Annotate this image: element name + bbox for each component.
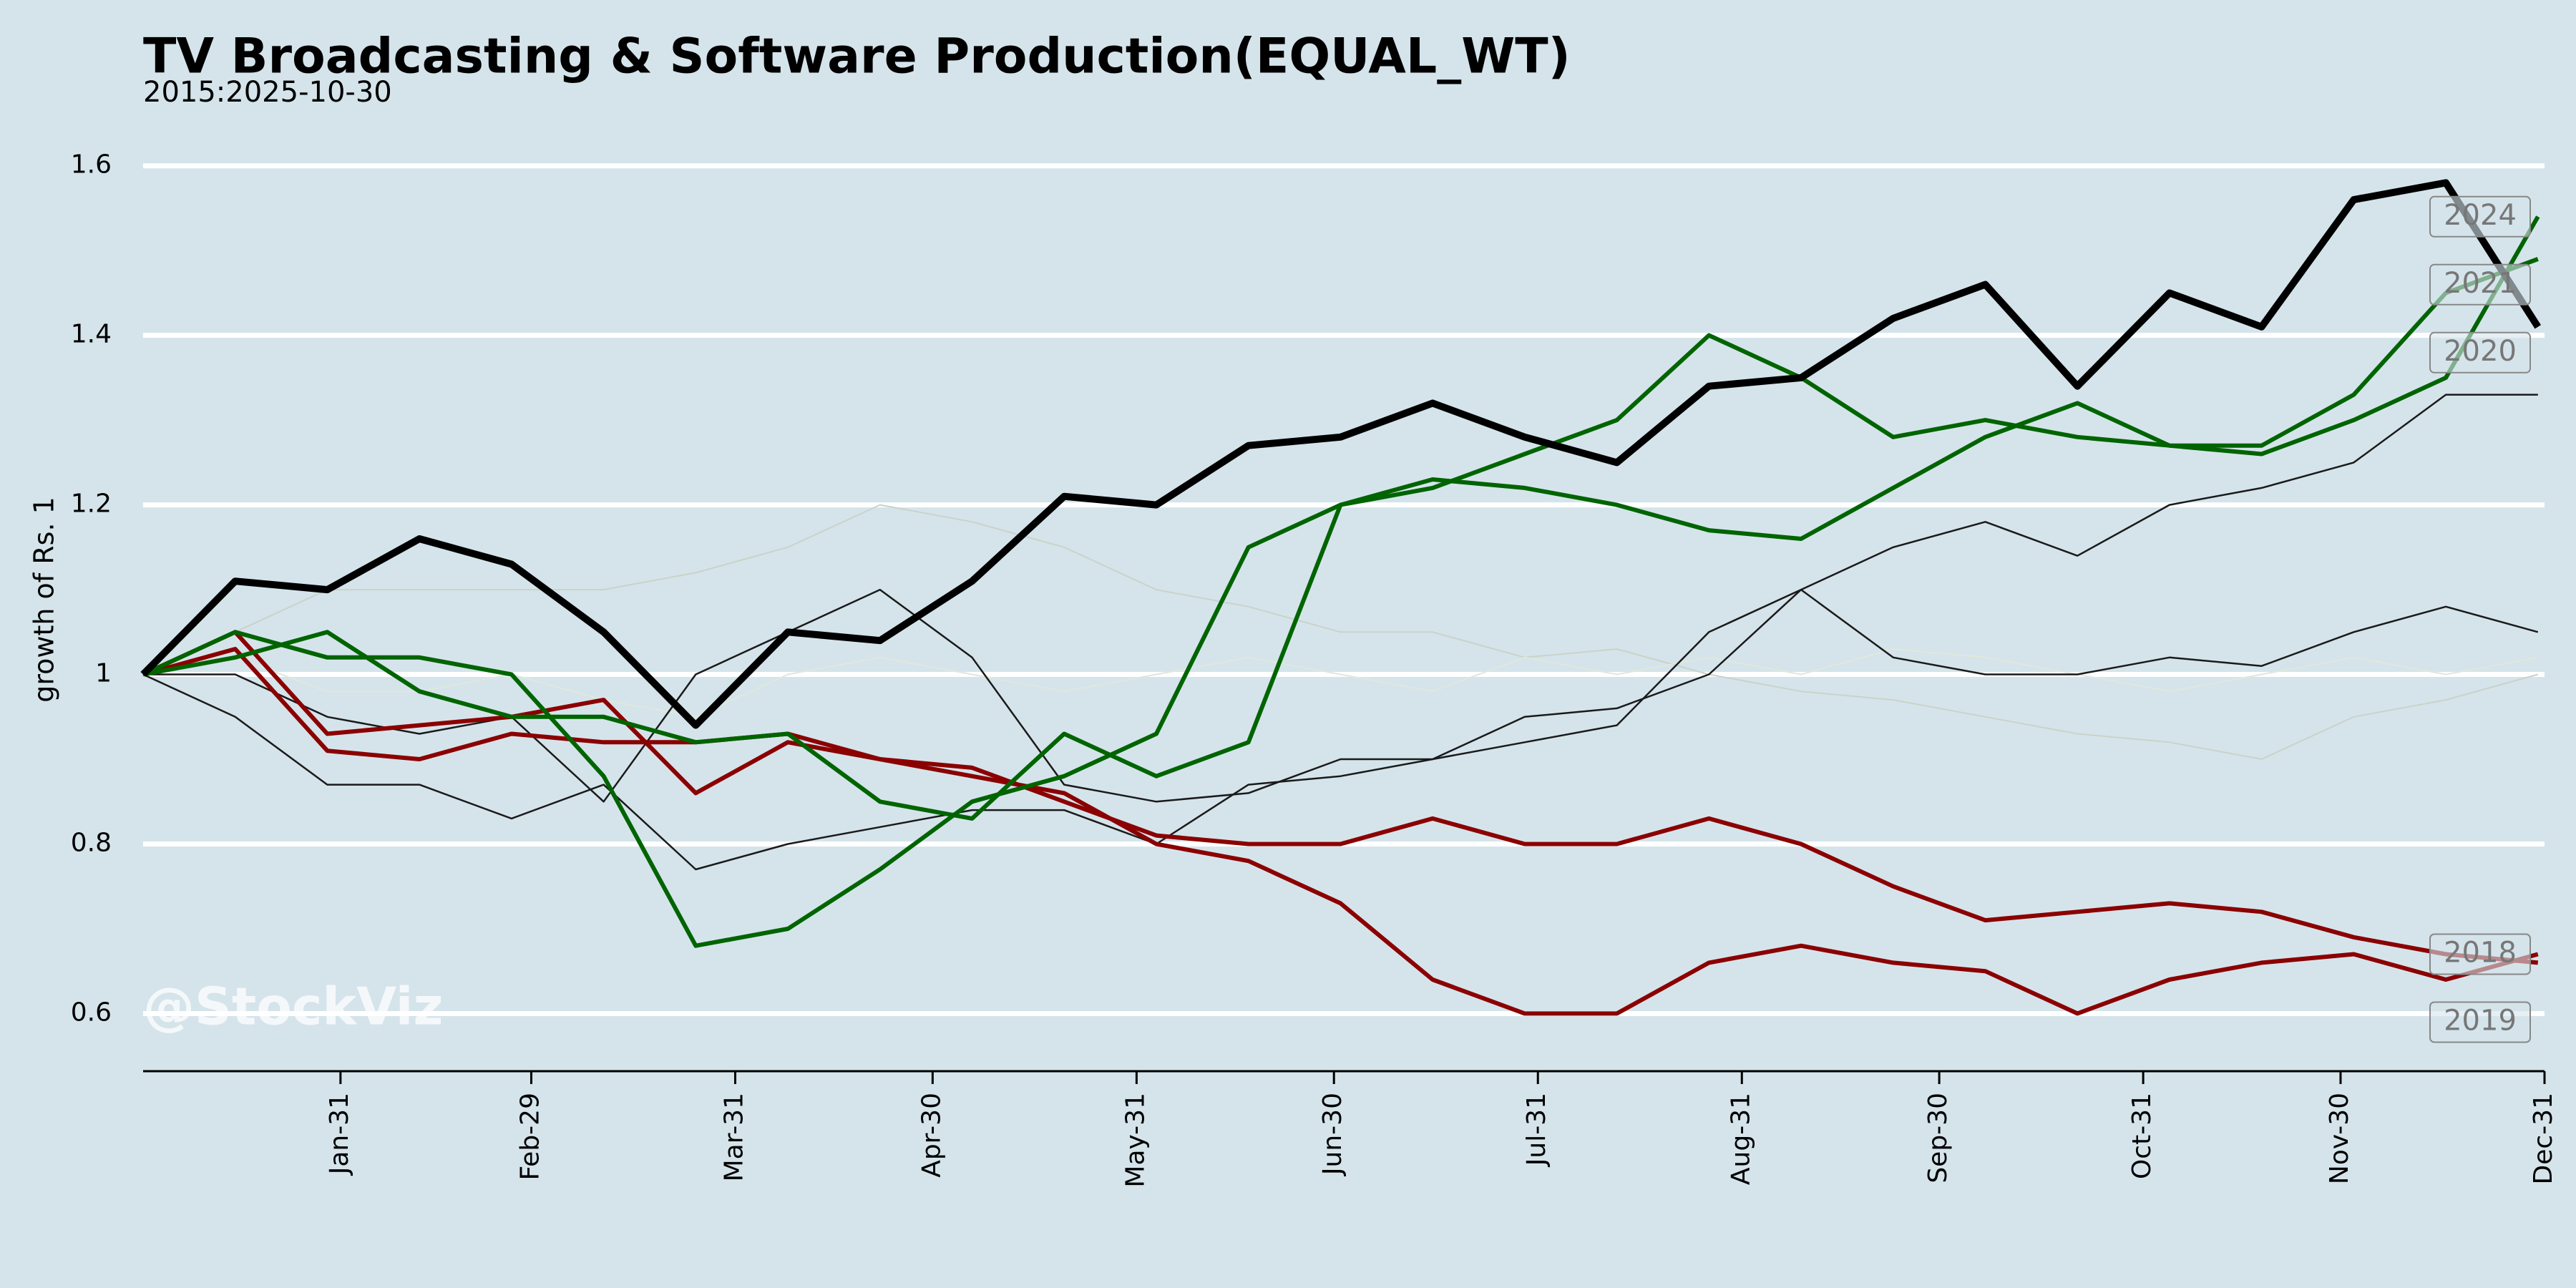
x-tick-label: Dec-31 bbox=[2529, 1093, 2558, 1184]
x-tick-label: Jun-30 bbox=[1318, 1093, 1347, 1176]
x-tick-label: Jan-31 bbox=[325, 1093, 354, 1176]
legend-label: 2024 bbox=[2444, 199, 2517, 232]
legend-label: 2018 bbox=[2444, 937, 2517, 970]
series-line bbox=[142, 648, 2538, 718]
series-line bbox=[142, 394, 2538, 871]
series-line bbox=[143, 588, 2539, 803]
y-tick-label: 0.6 bbox=[71, 997, 112, 1027]
series-line bbox=[142, 215, 2540, 821]
x-tick-label: May-31 bbox=[1121, 1093, 1150, 1188]
x-tick-label: Nov-30 bbox=[2325, 1093, 2354, 1184]
legend-box bbox=[2429, 933, 2531, 975]
legend-box bbox=[2429, 263, 2531, 306]
chart-title: TV Broadcasting & Software Production(EQ… bbox=[143, 29, 1571, 85]
x-tick-label: Feb-29 bbox=[515, 1093, 545, 1181]
legend-box bbox=[2429, 331, 2531, 374]
legend-box bbox=[2429, 1001, 2531, 1043]
y-tick-label: 1.4 bbox=[71, 320, 112, 349]
x-tick-label: Sep-30 bbox=[1923, 1093, 1953, 1184]
legend-box bbox=[2429, 195, 2531, 238]
x-tick-label: Jul-31 bbox=[1522, 1093, 1551, 1167]
legend-label: 2021 bbox=[2444, 267, 2517, 300]
axes: 0.6 0.8 1 1.2 1.4 1.6 Jan-31 Feb-29 Mar-31 Apr-30… bbox=[71, 150, 2558, 1188]
y-tick-label: 1.2 bbox=[71, 489, 112, 519]
x-tick-label: Oct-31 bbox=[2127, 1093, 2157, 1179]
x-tick-label: Aug-31 bbox=[1726, 1093, 1755, 1185]
legend-label: 2020 bbox=[2444, 335, 2517, 368]
watermark: @StockViz bbox=[143, 977, 443, 1037]
y-tick-label: 1 bbox=[95, 659, 112, 688]
lines: 2024 2021 2020 2018 2019 bbox=[140, 179, 2542, 1043]
series-line bbox=[140, 179, 2542, 729]
y-axis-label: growth of Rs. 1 bbox=[29, 497, 60, 703]
x-tick-label: Mar-31 bbox=[720, 1093, 749, 1181]
y-tick-label: 1.6 bbox=[71, 150, 112, 180]
y-tick-label: 0.8 bbox=[71, 828, 112, 857]
x-tick-label: Apr-30 bbox=[917, 1093, 946, 1178]
chart-subtitle: 2015:2025-10-30 bbox=[143, 76, 392, 109]
legend-label: 2019 bbox=[2444, 1005, 2517, 1038]
series-line bbox=[142, 647, 2539, 1016]
